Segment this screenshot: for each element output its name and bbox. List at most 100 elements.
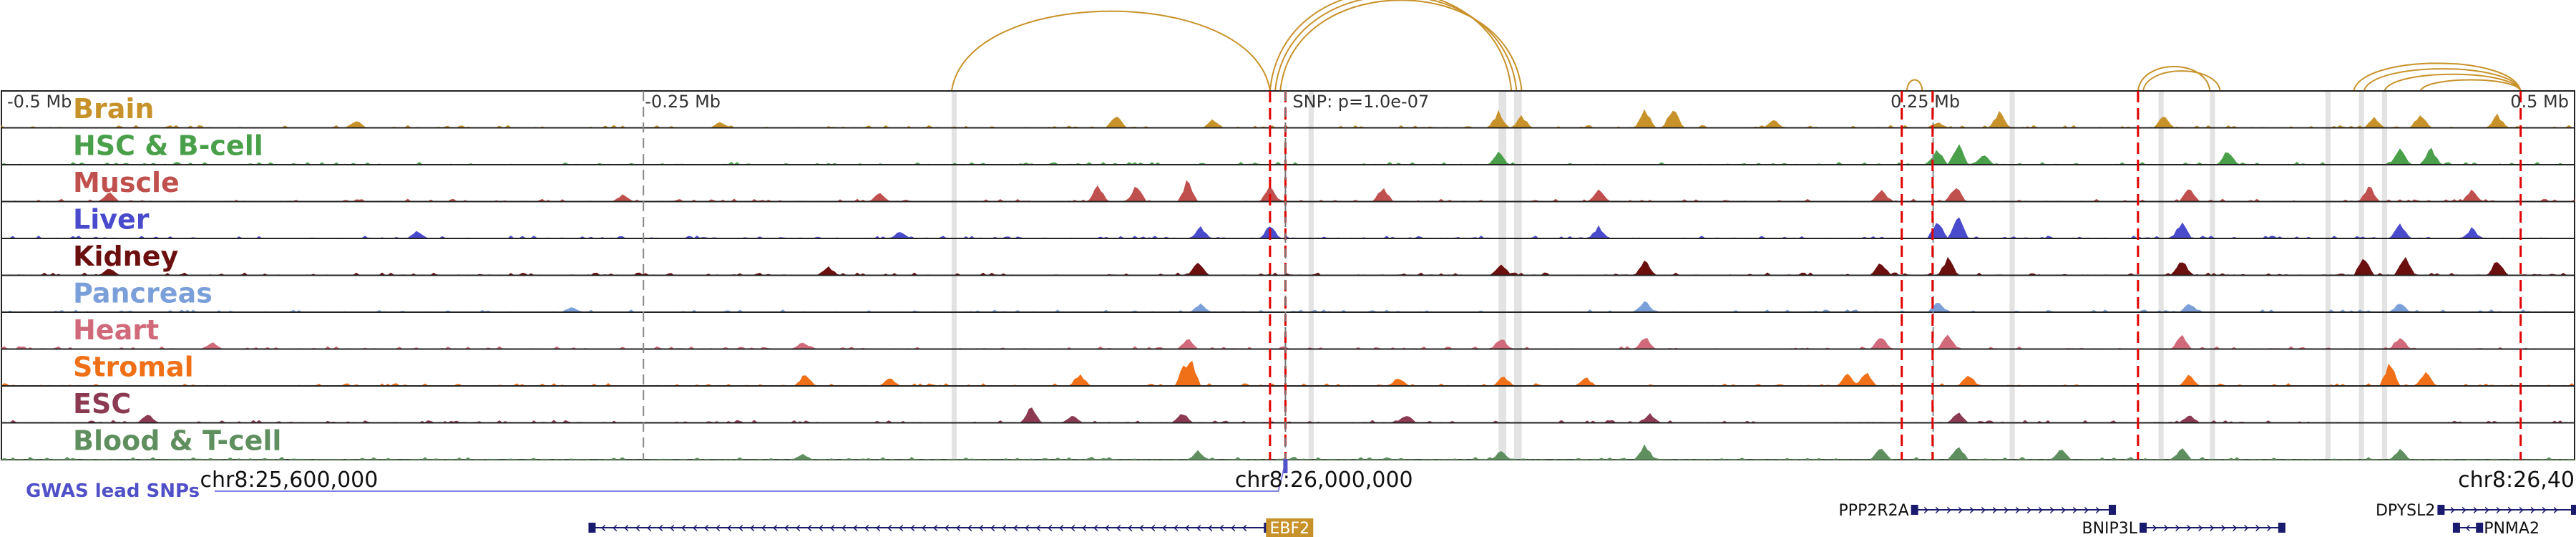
strand-arrow: › — [2094, 501, 2101, 519]
strand-arrow: ‹ — [1230, 519, 1236, 537]
strand-arrow: › — [2049, 501, 2055, 519]
strand-arrow: ‹ — [715, 519, 721, 537]
gene-label: PNMA2 — [2484, 520, 2540, 537]
strand-arrow: ‹ — [909, 519, 916, 537]
track-signal-6 — [1, 334, 2575, 349]
gene-label: BNIP3L — [2082, 520, 2138, 537]
strand-arrow: › — [1923, 501, 1929, 519]
chromatin-loop — [1279, 0, 1523, 92]
track-signal-7 — [1, 360, 2575, 387]
strand-arrow: ‹ — [829, 519, 836, 537]
track-frame — [1, 311, 2575, 350]
strand-arrow: › — [2243, 519, 2250, 537]
strand-arrow: ‹ — [1173, 519, 1179, 537]
track-label: HSC & B-cell — [73, 130, 263, 162]
strand-arrow: › — [2197, 519, 2204, 537]
chromatin-loop — [1269, 0, 1513, 92]
track-label: Kidney — [73, 241, 178, 272]
strand-arrow: ‹ — [749, 519, 756, 537]
strand-arrow: › — [2014, 501, 2021, 519]
track-signal-9 — [1, 444, 2575, 460]
chromatin-loops — [950, 0, 2522, 92]
strand-arrow: ‹ — [1013, 519, 1019, 537]
chromatin-loop — [2137, 65, 2211, 92]
strand-arrow: ‹ — [658, 519, 664, 537]
strand-arrow: ‹ — [841, 519, 847, 537]
strand-arrow: › — [2220, 519, 2227, 537]
track-frame — [1, 90, 2575, 129]
track-frame — [1, 127, 2575, 165]
strand-arrow: › — [2266, 519, 2273, 537]
strand-arrow: ‹ — [1001, 519, 1008, 537]
strand-arrow: ‹ — [772, 519, 779, 537]
strand-arrow: ‹ — [887, 519, 893, 537]
track-signal-2 — [1, 180, 2575, 202]
strand-arrow: ‹ — [990, 519, 996, 537]
gwas-track: GWAS lead SNPs — [26, 459, 1288, 502]
strand-arrow: › — [2209, 519, 2215, 537]
strand-arrow: ‹ — [1127, 519, 1133, 537]
strand-arrow: › — [2541, 501, 2547, 519]
strand-arrow: › — [2461, 501, 2467, 519]
gene-label: EBF2 — [1269, 520, 1309, 537]
strand-arrow: ‹ — [600, 519, 607, 537]
strand-arrow: › — [1957, 501, 1963, 519]
strand-arrow: ‹ — [703, 519, 710, 537]
gene-exon — [2278, 523, 2285, 533]
strand-arrow: ‹ — [2465, 519, 2472, 537]
chromatin-loop — [2142, 70, 2221, 92]
strand-arrow: › — [2175, 519, 2181, 537]
strand-arrow: ‹ — [875, 519, 882, 537]
strand-arrow: ‹ — [944, 519, 950, 537]
strand-arrow: ‹ — [1081, 519, 1088, 537]
gwas-label: GWAS lead SNPs — [26, 480, 200, 502]
strand-arrow: ‹ — [1070, 519, 1076, 537]
strand-arrow: ‹ — [1207, 519, 1214, 537]
ruler-labels: -0.5 Mb -0.25 Mb 0.25 Mb 0.5 Mb — [7, 92, 2569, 112]
strand-arrow: › — [1991, 501, 1998, 519]
strand-arrow: › — [1934, 501, 1941, 519]
strand-arrow: ‹ — [852, 519, 859, 537]
gene-exon — [2437, 505, 2445, 515]
strand-arrow: ‹ — [795, 519, 801, 537]
gene-label: PPP2R2A — [1839, 502, 1909, 520]
gwas-snp-mark — [1283, 459, 1288, 473]
gene-exon — [1911, 505, 1918, 515]
strand-arrow: ‹ — [623, 519, 630, 537]
chromatin-loop — [2419, 79, 2522, 92]
track-label: ESC — [73, 388, 131, 420]
strand-arrow: ‹ — [967, 519, 973, 537]
chromatin-loop — [950, 10, 1271, 92]
strand-arrow: ‹ — [978, 519, 985, 537]
coordinate-label: chr8:26,000,000 — [1235, 468, 1413, 493]
strand-arrow: ‹ — [669, 519, 675, 537]
strand-arrow: ‹ — [1184, 519, 1191, 537]
strand-arrow: ‹ — [1047, 519, 1053, 537]
ruler-label: -0.5 Mb — [7, 92, 72, 112]
strand-arrow: ‹ — [738, 519, 744, 537]
gene-ppp2r2a: › › › › › › › › › › › › › › › › PPP2R2A — [1839, 501, 2117, 520]
track-label: Pancreas — [73, 278, 213, 309]
strand-arrow: ‹ — [955, 519, 962, 537]
strand-arrow: ‹ — [1104, 519, 1111, 537]
strand-arrow: ‹ — [806, 519, 813, 537]
gene-exon — [2476, 523, 2484, 533]
strand-arrow: ‹ — [1024, 519, 1030, 537]
strand-arrow: › — [2484, 501, 2490, 519]
strand-arrow: › — [2037, 501, 2044, 519]
track-label: Heart — [73, 314, 159, 346]
track-label: Liver — [73, 204, 150, 236]
strand-arrow: › — [2232, 519, 2238, 537]
gene-ebf2: ‹ ‹ ‹ ‹ ‹ ‹ ‹ ‹ ‹ ‹ ‹ ‹ ‹ ‹ ‹ ‹ ‹ ‹ ‹ ‹ ‹ ‹ ‹ ‹ ‹ ‹ ‹ ‹ ‹ ‹ ‹ ‹ ‹ ‹ ‹ ‹ ‹ ‹ ‹ ‹… — [588, 518, 1314, 537]
strand-arrow: › — [1968, 501, 1975, 519]
strand-arrow: › — [2507, 501, 2513, 519]
strand-arrow: ‹ — [818, 519, 824, 537]
gene-exon — [2109, 505, 2117, 515]
strand-arrow: › — [2060, 501, 2067, 519]
track-label: Muscle — [73, 167, 180, 198]
strand-arrow: › — [2495, 501, 2502, 519]
chromatin-loop — [1274, 0, 1518, 92]
strand-arrow: ‹ — [635, 519, 641, 537]
track-signal-3 — [1, 217, 2575, 239]
